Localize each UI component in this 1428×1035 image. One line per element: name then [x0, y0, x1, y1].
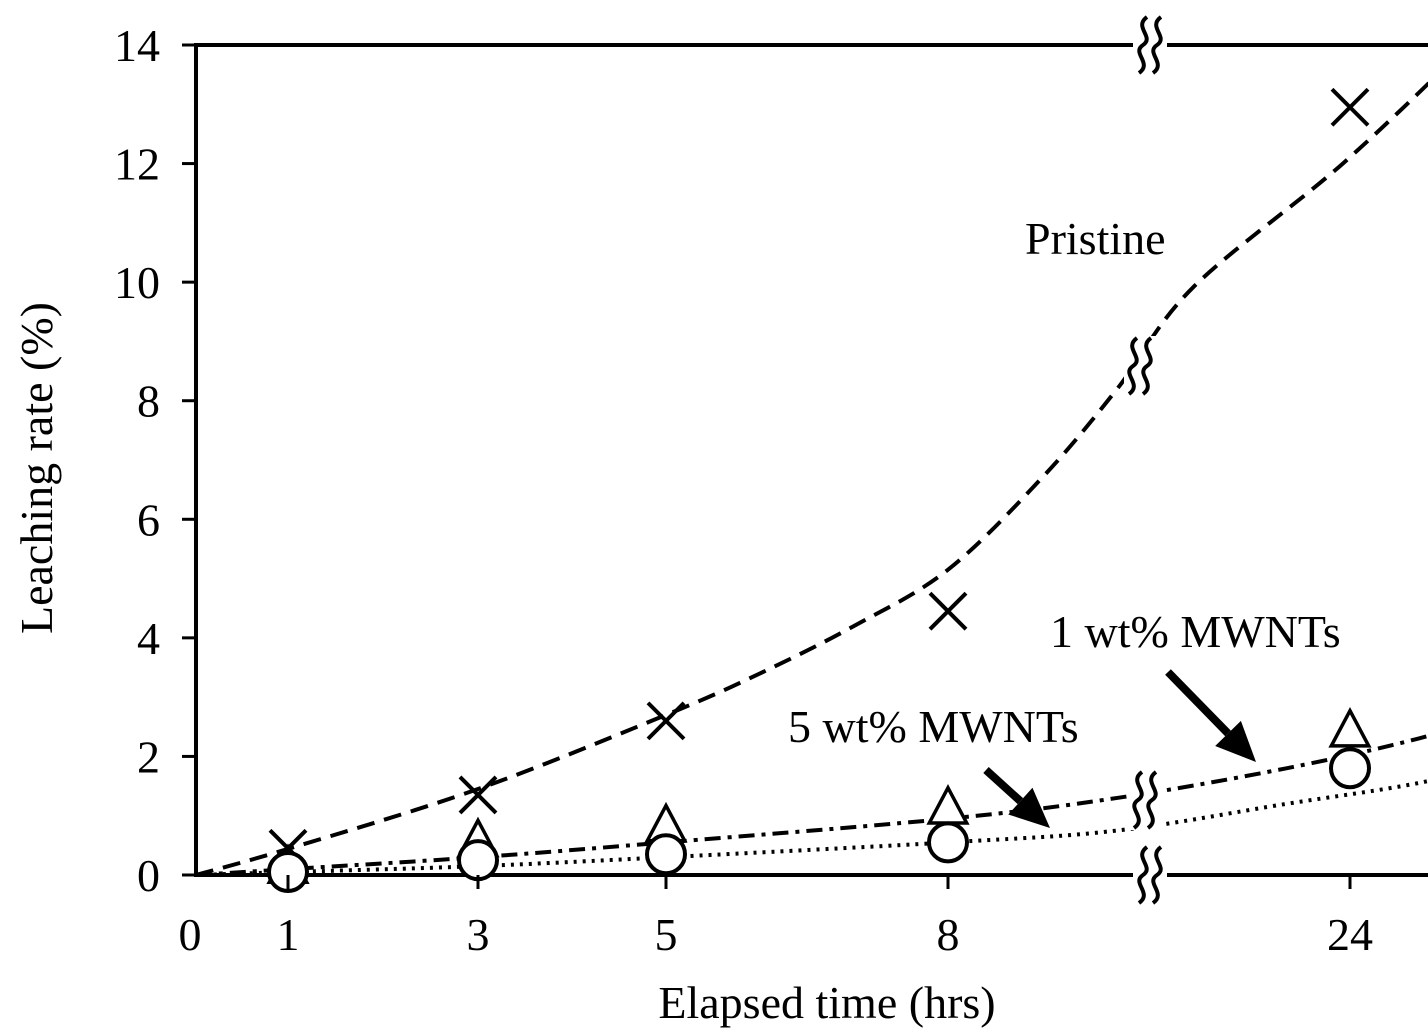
x-tick-label-1: 1	[277, 909, 300, 960]
curve-1wt-mwnts	[196, 733, 1428, 877]
curve-5wt-mwnts	[196, 778, 1428, 877]
marker-pristine-8h	[928, 591, 968, 631]
y-tick-label-10: 10	[114, 257, 160, 308]
x-tick-label-8: 8	[937, 909, 960, 960]
marker-1wt-24h	[1328, 706, 1372, 748]
marker-5wt-5h	[645, 833, 687, 876]
marker-pristine-3h	[458, 775, 498, 815]
y-tick-label-14: 14	[114, 20, 160, 71]
x-tick-label-3: 3	[467, 909, 490, 960]
y-axis-label: Leaching rate (%)	[11, 302, 62, 634]
data-markers	[266, 87, 1372, 894]
x-tick-label-5: 5	[655, 909, 678, 960]
marker-pristine-5h	[646, 701, 686, 741]
marker-5wt-1h	[267, 851, 309, 894]
arrow-1wt-mwnts	[1165, 669, 1256, 762]
y-tick-label-0: 0	[137, 850, 160, 901]
marker-pristine-24h	[1330, 87, 1370, 127]
marker-1wt-8h	[926, 784, 970, 825]
marker-5wt-3h	[457, 839, 499, 882]
y-tick-label-8: 8	[137, 376, 160, 427]
marker-5wt-24h	[1329, 747, 1371, 790]
marker-5wt-8h	[927, 821, 969, 864]
break-mark-bottom	[1134, 845, 1166, 905]
break-mark-pristine	[1124, 336, 1156, 396]
label-5wt-mwnts: 5 wt% MWNTs	[788, 701, 1079, 752]
y-tick-label-4: 4	[137, 613, 160, 664]
y-tick-label-2: 2	[137, 731, 160, 782]
y-tick-label-12: 12	[114, 139, 160, 190]
series-annotations: Pristine 1 wt% MWNTs 5 wt% MWNTs	[788, 213, 1341, 828]
x-tick-label-24: 24	[1327, 909, 1373, 960]
x-tick-label-0: 0	[179, 909, 202, 960]
label-1wt-mwnts: 1 wt% MWNTs	[1050, 606, 1341, 657]
axis-break-marks	[1124, 15, 1166, 905]
arrow-5wt-mwnts	[983, 767, 1050, 828]
break-mark-mwnts	[1129, 770, 1161, 830]
fit-curves	[196, 81, 1428, 877]
x-axis-label: Elapsed time (hrs)	[658, 977, 995, 1028]
break-mark-top	[1134, 15, 1166, 75]
y-tick-label-6: 6	[137, 494, 160, 545]
curve-pristine	[196, 81, 1428, 877]
label-pristine: Pristine	[1025, 213, 1166, 264]
